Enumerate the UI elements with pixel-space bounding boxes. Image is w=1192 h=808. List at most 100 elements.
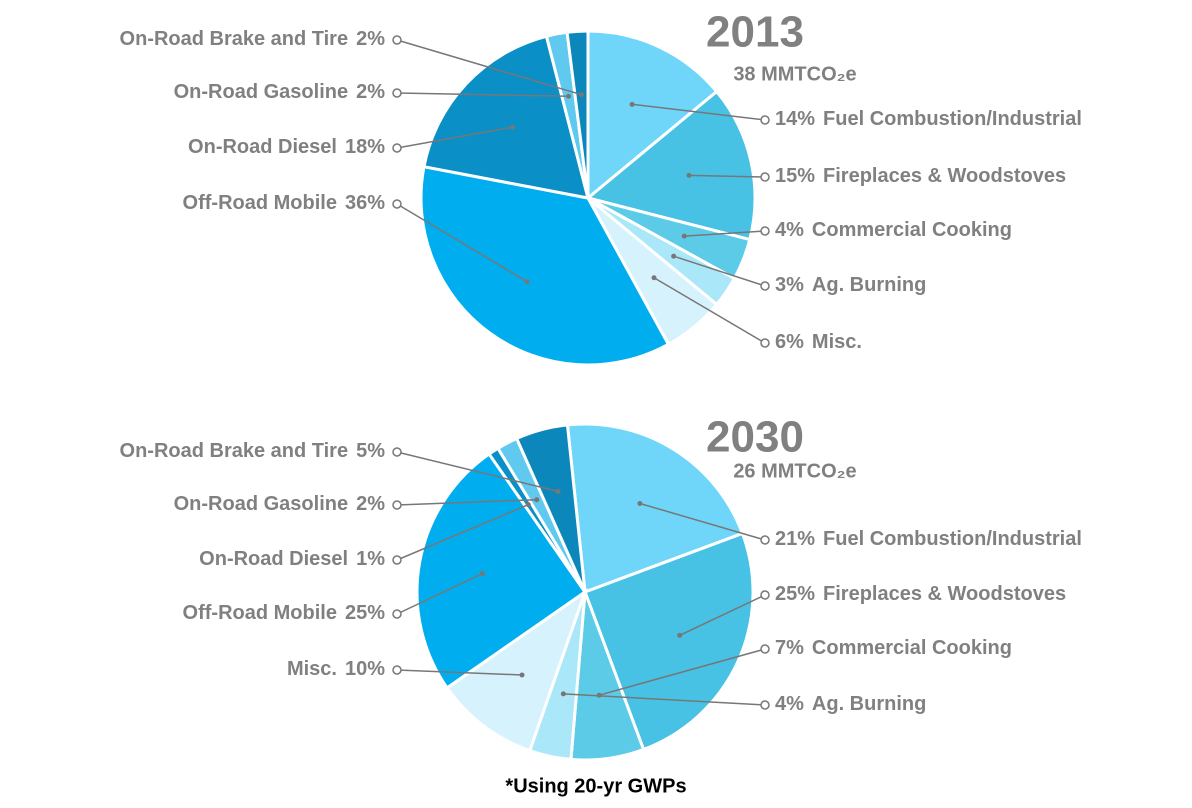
slice-value: 10% — [345, 658, 385, 680]
slice-value: 21% — [775, 528, 815, 550]
leader-dot — [479, 571, 485, 577]
slice-name: On-Road Gasoline — [174, 81, 348, 103]
leader-end — [760, 115, 770, 125]
leader-line — [396, 451, 559, 493]
leader-line — [396, 572, 483, 615]
slice-value: 15% — [775, 165, 815, 187]
leader-end — [392, 500, 402, 510]
leader-end — [760, 590, 770, 600]
pie-slice — [514, 423, 587, 593]
slice-label: 7% Commercial Cooking — [775, 637, 1012, 659]
slice-name: Fuel Combustion/Industrial — [823, 528, 1082, 550]
slice-value: 5% — [356, 440, 385, 462]
leader-dot — [524, 279, 530, 285]
leader-line — [673, 255, 766, 287]
slice-name: On-Road Diesel — [199, 548, 348, 570]
leader-line — [689, 174, 766, 178]
slice-label: 4% Ag. Burning — [775, 693, 926, 715]
slice-label: 25% Fireplaces & Woodstoves — [775, 583, 1066, 605]
chart-title: 2030 — [706, 413, 804, 462]
slice-label: 15% Fireplaces & Woodstoves — [775, 165, 1066, 187]
slice-label: 3% Ag. Burning — [775, 274, 926, 296]
leader-line — [396, 92, 569, 98]
slice-name: Fireplaces & Woodstoves — [823, 583, 1066, 605]
leader-end — [760, 226, 770, 236]
slice-name: Fireplaces & Woodstoves — [823, 165, 1066, 187]
pie-slice — [415, 451, 588, 690]
slice-value: 2% — [356, 493, 385, 515]
leader-dot — [555, 488, 561, 494]
leader-line — [396, 39, 582, 96]
leader-dot — [578, 92, 584, 98]
leader-end — [392, 609, 402, 619]
leader-end — [760, 281, 770, 291]
leader-line — [684, 230, 766, 237]
leader-dot — [671, 253, 677, 259]
slice-label: On-Road Brake and Tire 2% — [120, 28, 386, 50]
slice-value: 2% — [356, 81, 385, 103]
leader-line — [396, 503, 529, 561]
slice-name: Commercial Cooking — [812, 637, 1012, 659]
slice-value: 14% — [775, 108, 815, 130]
leader-line — [598, 648, 766, 696]
slice-label: 21% Fuel Combustion/Industrial — [775, 528, 1082, 550]
pie-slice — [422, 34, 591, 200]
slice-label: 14% Fuel Combustion/Industrial — [775, 108, 1082, 130]
leader-dot — [686, 172, 692, 178]
slice-label: Off-Road Mobile 25% — [183, 602, 386, 624]
leader-line — [396, 669, 523, 676]
pie-slice — [584, 89, 757, 242]
slice-label: On-Road Brake and Tire 5% — [120, 440, 386, 462]
slice-label: 6% Misc. — [775, 331, 862, 353]
leader-line — [396, 126, 513, 149]
leader-end — [392, 88, 402, 98]
slice-name: On-Road Diesel — [188, 136, 337, 158]
leader-dot — [525, 502, 531, 508]
pie-slice — [419, 164, 671, 367]
slice-name: Ag. Burning — [812, 693, 926, 715]
slice-name: Off-Road Mobile — [183, 602, 337, 624]
leader-line — [639, 502, 766, 541]
slice-label: Off-Road Mobile 36% — [183, 192, 386, 214]
leader-dot — [566, 93, 572, 99]
leader-end — [760, 338, 770, 348]
leader-dot — [677, 632, 683, 638]
slice-label: On-Road Gasoline 2% — [174, 81, 386, 103]
slice-name: On-Road Brake and Tire — [120, 440, 349, 462]
leader-end — [760, 535, 770, 545]
slice-value: 4% — [775, 219, 804, 241]
leader-line — [653, 277, 766, 344]
chart-title: 2013 — [706, 8, 804, 57]
slice-name: Misc. — [812, 331, 862, 353]
slice-value: 1% — [356, 548, 385, 570]
slice-value: 25% — [345, 602, 385, 624]
leader-end — [760, 172, 770, 182]
slice-name: Misc. — [287, 658, 337, 680]
leader-dot — [534, 497, 540, 503]
slice-value: 3% — [775, 274, 804, 296]
leader-end — [760, 700, 770, 710]
leader-dot — [560, 691, 566, 697]
leader-line — [679, 594, 766, 637]
chart-subtitle: 38 MMTCO₂e — [733, 63, 856, 85]
pie-slice — [444, 588, 588, 753]
leader-line — [396, 498, 537, 506]
leader-dot — [637, 500, 643, 506]
slice-label: On-Road Diesel 1% — [199, 548, 385, 570]
leader-end — [392, 665, 402, 675]
slice-label: Misc. 10% — [287, 658, 385, 680]
pie-slice — [583, 531, 755, 752]
slice-value: 2% — [356, 28, 385, 50]
slice-name: On-Road Brake and Tire — [120, 28, 349, 50]
slice-value: 7% — [775, 637, 804, 659]
slice-value: 6% — [775, 331, 804, 353]
leader-line — [631, 103, 766, 121]
slice-name: Commercial Cooking — [812, 219, 1012, 241]
leader-line — [396, 203, 528, 283]
slice-label: On-Road Diesel 18% — [188, 136, 385, 158]
slice-name: On-Road Gasoline — [174, 493, 348, 515]
leader-dot — [519, 672, 525, 678]
leader-end — [392, 555, 402, 565]
leader-end — [392, 199, 402, 209]
